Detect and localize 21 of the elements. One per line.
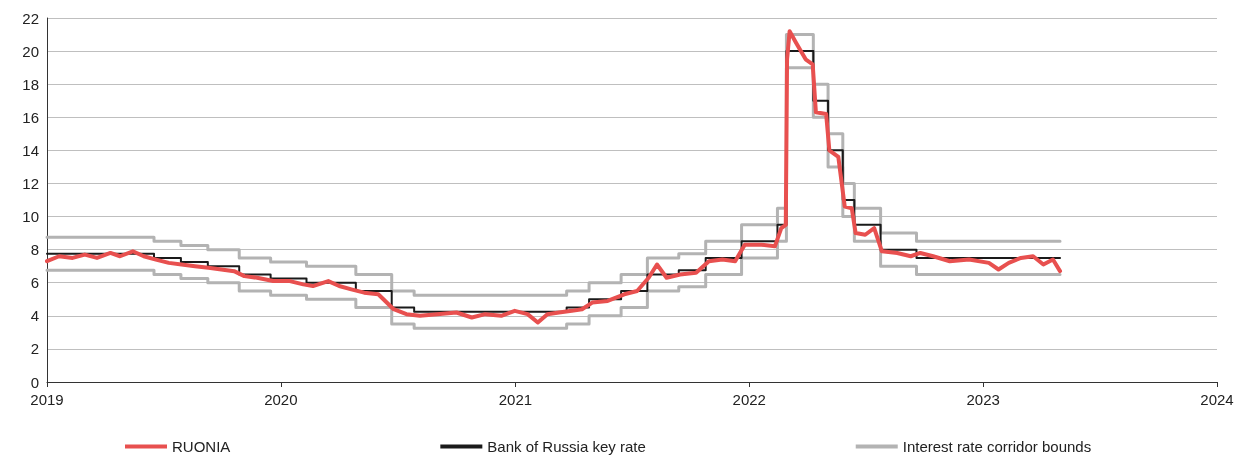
x-tick-label: 2019: [30, 391, 64, 408]
y-tick-label: 14: [22, 141, 39, 159]
y-tick-label: 18: [22, 75, 39, 93]
y-tick-label: 6: [30, 274, 39, 292]
y-tick-label: 10: [22, 208, 39, 226]
legend-label: RUONIA: [172, 438, 231, 455]
x-tick-label: 2023: [966, 391, 1000, 408]
y-tick-label: 20: [22, 42, 39, 60]
legend-label: Bank of Russia key rate: [487, 438, 646, 455]
y-tick-label: 0: [30, 373, 39, 391]
y-tick-label: 2: [30, 340, 39, 358]
y-tick-label: 8: [30, 241, 39, 259]
x-tick-label: 2020: [264, 391, 298, 408]
y-tick-label: 12: [22, 174, 39, 192]
x-tick-label: 2021: [498, 391, 533, 408]
x-tick-label: 2024: [1200, 391, 1234, 408]
legend-label: Interest rate corridor bounds: [902, 438, 1092, 455]
y-tick-label: 4: [30, 307, 39, 325]
x-tick-label: 2022: [732, 391, 766, 408]
y-tick-label: 16: [22, 108, 39, 126]
y-tick-label: 22: [22, 9, 39, 27]
